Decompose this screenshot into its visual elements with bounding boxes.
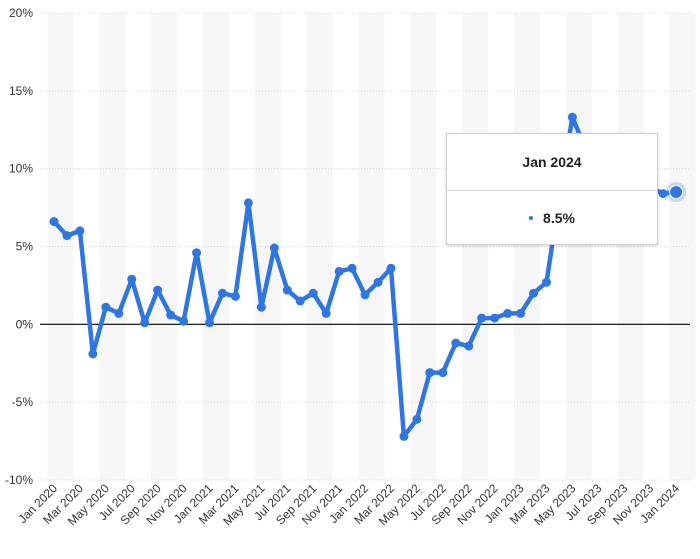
data-point (217, 288, 227, 298)
y-tick-label: 15% (9, 84, 33, 98)
data-point (658, 189, 668, 199)
gridlines (40, 12, 690, 481)
data-point (425, 368, 435, 378)
data-point (269, 243, 279, 253)
data-point (295, 296, 305, 306)
y-tick-label: 5% (16, 240, 34, 254)
column-band (47, 13, 74, 480)
data-point (503, 308, 513, 318)
data-point (49, 217, 59, 227)
y-tick-label: 10% (9, 162, 33, 176)
data-point (75, 226, 85, 236)
data-point (451, 338, 461, 348)
highlight-point (669, 185, 684, 200)
data-point (567, 112, 577, 122)
data-point (412, 414, 422, 424)
y-tick-label: -5% (12, 395, 34, 409)
data-point (179, 316, 189, 326)
y-tick-label: 0% (16, 317, 34, 331)
column-band (203, 13, 229, 480)
y-tick-label: -10% (5, 473, 33, 487)
data-point (282, 285, 292, 295)
tooltip: Jan 2024 8.5% (446, 133, 658, 245)
data-point (529, 288, 539, 298)
data-point (192, 248, 202, 258)
data-point (62, 231, 72, 241)
tooltip-series-dot (529, 215, 534, 220)
column-band (358, 13, 385, 480)
y-tick-label: 20% (9, 6, 33, 20)
tooltip-value: 8.5% (543, 209, 575, 226)
tooltip-body: 8.5% (447, 191, 657, 244)
data-point (541, 277, 551, 287)
column-band (410, 13, 437, 480)
data-point (490, 313, 500, 323)
data-point (308, 288, 318, 298)
data-point (321, 308, 331, 318)
data-point (127, 274, 137, 284)
data-point (256, 302, 266, 312)
data-point (399, 431, 409, 441)
data-point (153, 285, 163, 295)
y-axis: 20% 15% 10% 5% 0% -5% -10% (5, 6, 33, 487)
tooltip-title: Jan 2024 (447, 134, 657, 191)
data-point (438, 368, 448, 378)
data-point (347, 263, 357, 273)
data-point (140, 318, 150, 328)
data-point (516, 308, 526, 318)
data-point (230, 291, 240, 301)
data-point (464, 341, 474, 351)
data-point (334, 266, 344, 276)
column-band (565, 13, 592, 480)
column-band (151, 13, 178, 480)
data-point (386, 263, 396, 273)
data-point (88, 349, 98, 359)
data-point (101, 302, 111, 312)
data-point (360, 290, 370, 300)
data-point (373, 277, 383, 287)
data-point (243, 198, 253, 208)
data-point (205, 318, 215, 328)
data-point (114, 308, 124, 318)
data-point (477, 313, 487, 323)
column-band (617, 13, 644, 480)
data-point (166, 310, 176, 320)
